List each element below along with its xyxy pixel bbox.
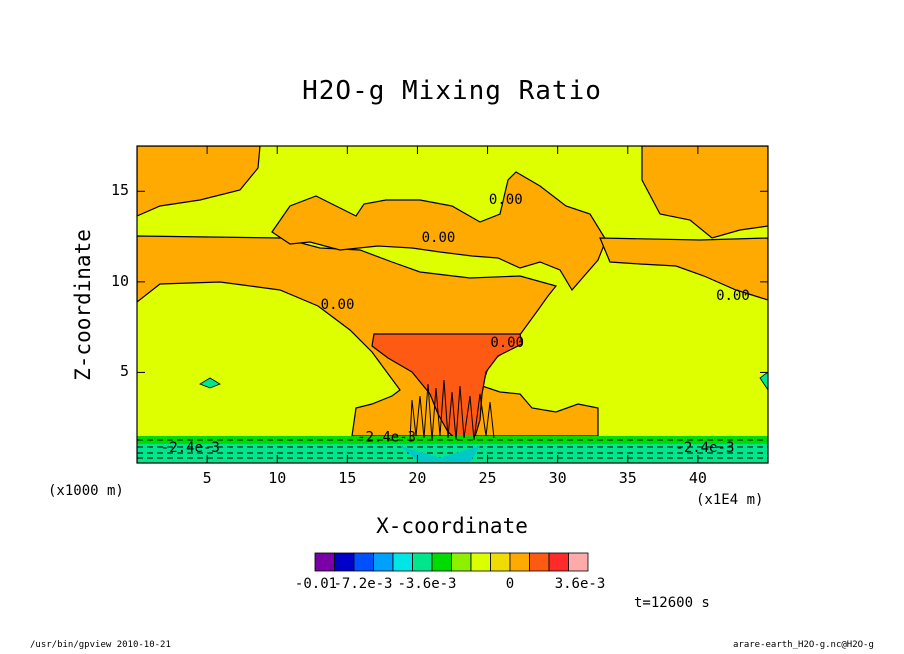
time-label: t=12600 s (634, 595, 710, 611)
colorbar-swatch (548, 552, 569, 572)
footer-right: arare-earth_H2O-g.nc@H2O-g (733, 640, 874, 650)
colorbar-swatch (353, 552, 374, 572)
colorbar-label: -7.2e-3 (333, 576, 393, 592)
colorbar-label: 3.6e-3 (554, 576, 606, 592)
colorbar-swatch (392, 552, 413, 572)
x-tick-label: 20 (408, 469, 427, 487)
colorbar (314, 552, 589, 572)
surface-cyan-patch (400, 446, 480, 462)
dashed-contours (137, 439, 768, 459)
y-tick-label: 15 (110, 181, 129, 200)
footer-left: /usr/bin/gpview 2010-10-21 (30, 640, 171, 650)
colorbar-swatch (490, 552, 511, 572)
convection-lines (409, 379, 495, 441)
x-tick-label: 15 (338, 469, 357, 487)
x-tick-label: 30 (548, 469, 567, 487)
contour-label: -2.4e-3 (161, 440, 220, 456)
chart-title: H2O-g Mixing Ratio (302, 76, 602, 106)
contour-label: 0.00 (489, 192, 523, 208)
colorbar-swatch (529, 552, 550, 572)
contour-label: 0.00 (321, 297, 355, 313)
y-axis-label: Z-coordinate (71, 229, 95, 381)
orange-region-middle (137, 235, 599, 437)
y-tick-label: 10 (110, 271, 129, 290)
colorbar-swatch (568, 552, 589, 572)
x-axis-label: X-coordinate (376, 514, 528, 538)
colorbar-swatch (373, 552, 394, 572)
colorbar-label: -3.6e-3 (397, 576, 457, 592)
colorbar-swatch (431, 552, 452, 572)
colorbar-swatch (314, 552, 335, 572)
contour-label: -2.4e-3 (675, 440, 734, 456)
colorbar-label: -0.01 (294, 576, 338, 592)
contour-label: 0.00 (422, 230, 456, 246)
contour-label: -2.4e-3 (357, 429, 416, 445)
plot-field (137, 146, 768, 463)
orange-region-upper-left (137, 146, 261, 217)
contour-labels: 0.00 0.00 0.00 0.00 0.00 -2.4e-3 -2.4e-3 -2.4e-… (161, 192, 750, 456)
x-tick-label: 25 (478, 469, 497, 487)
colorbar-swatch (509, 552, 530, 572)
colorbar-swatch (412, 552, 433, 572)
x-multiplier-label: (x1E4 m) (696, 492, 764, 508)
y-tick-label: 5 (119, 362, 129, 381)
x-tick-label: 10 (268, 469, 287, 487)
tick-marks (137, 146, 768, 463)
orange-region-upper-right (641, 146, 768, 239)
orange-region-top-center (271, 171, 607, 292)
x-tick-label: 35 (618, 469, 637, 487)
colorbar-swatch (451, 552, 472, 572)
x-unit-label: (x1000 m) (48, 483, 124, 499)
x-tick-label: 40 (688, 469, 707, 487)
contour-label: 0.00 (490, 335, 524, 351)
colorbar-swatch (470, 552, 491, 572)
plot-frame (136, 145, 769, 464)
colorbar-swatch (334, 552, 355, 572)
colorbar-label: 0 (505, 576, 515, 592)
contour-label: 0.00 (716, 288, 750, 304)
x-tick-label: 5 (202, 469, 212, 487)
orange-region-right (599, 237, 768, 301)
